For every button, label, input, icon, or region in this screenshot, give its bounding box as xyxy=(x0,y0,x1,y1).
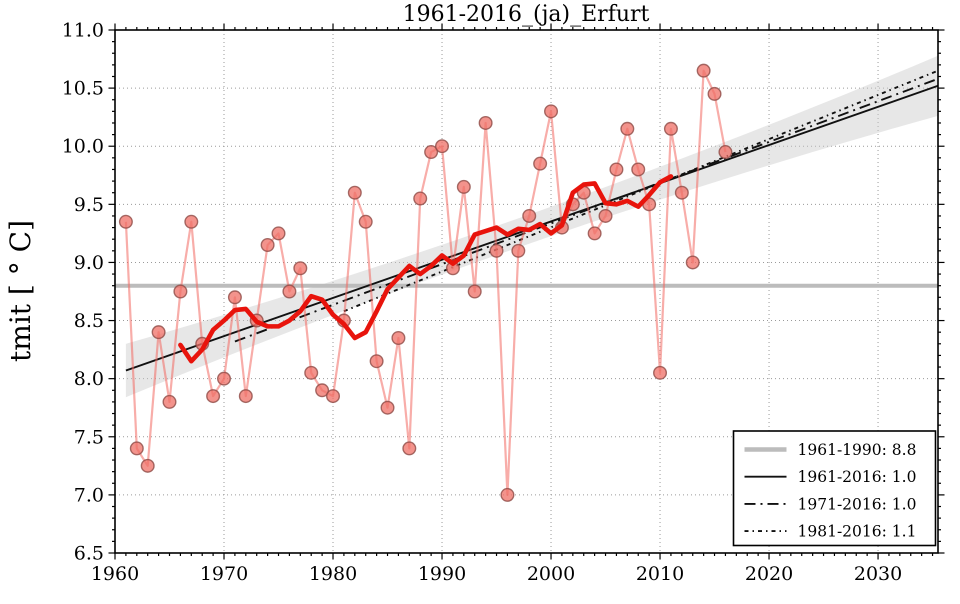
data-point xyxy=(609,162,624,177)
data-point xyxy=(456,179,471,194)
data-point xyxy=(653,365,668,380)
x-tick-label: 1970 xyxy=(200,563,248,585)
data-point xyxy=(707,86,722,101)
data-point xyxy=(315,383,330,398)
data-point xyxy=(358,214,373,229)
legend-label: 1961-1990: 8.8 xyxy=(798,441,917,459)
data-point xyxy=(631,162,646,177)
data-point xyxy=(326,389,341,404)
data-point xyxy=(173,284,188,299)
data-point xyxy=(511,243,526,258)
y-tick-label: 6.5 xyxy=(74,543,104,565)
data-point xyxy=(293,261,308,276)
data-point xyxy=(162,394,177,409)
data-point xyxy=(271,226,286,241)
data-point xyxy=(238,389,253,404)
smoothed-line xyxy=(178,174,674,364)
x-tick-label: 1990 xyxy=(418,563,466,585)
data-point xyxy=(435,139,450,154)
data-point xyxy=(533,156,548,171)
data-point xyxy=(424,145,439,160)
data-point xyxy=(598,208,613,223)
data-point xyxy=(478,115,493,130)
x-tick-label: 2030 xyxy=(854,563,902,585)
data-point xyxy=(674,185,689,200)
data-point xyxy=(282,284,297,299)
y-tick-label: 10.5 xyxy=(62,78,104,100)
data-point xyxy=(522,208,537,223)
data-point xyxy=(206,389,221,404)
y-tick-label: 11.0 xyxy=(62,20,104,42)
plot-area: 1960 1970 1980 1990 2000 2010 2020 2030 6.5 7.0 7.… xyxy=(62,20,945,585)
data-point xyxy=(380,400,395,415)
x-tick-label: 2000 xyxy=(527,563,575,585)
x-tick-label: 2010 xyxy=(636,563,684,585)
y-tick-label: 7.0 xyxy=(74,484,104,506)
data-point xyxy=(304,365,319,380)
data-point xyxy=(217,371,232,386)
data-point xyxy=(587,226,602,241)
data-point xyxy=(129,441,144,456)
data-point xyxy=(685,255,700,270)
y-tick-label: 8.5 xyxy=(74,310,104,332)
y-axis-label: tmit [ ° C] xyxy=(4,220,37,362)
y-tick-label: 9.5 xyxy=(74,194,104,216)
data-point xyxy=(500,487,515,502)
data-point xyxy=(467,284,482,299)
data-point xyxy=(663,121,678,136)
data-point xyxy=(544,104,559,119)
y-tick-label: 9.0 xyxy=(74,252,104,274)
data-point xyxy=(140,458,155,473)
y-tick-label: 10.0 xyxy=(62,136,104,158)
y-tick-label: 7.5 xyxy=(74,426,104,448)
data-point xyxy=(347,185,362,200)
x-tick-label: 2020 xyxy=(745,563,793,585)
data-point xyxy=(227,290,242,305)
trend-line-dashdot-long xyxy=(234,77,939,343)
chart-title: 1961-2016_(ja)_Erfurt xyxy=(403,2,650,27)
legend-label: 1981-2016: 1.1 xyxy=(798,523,917,541)
data-point xyxy=(118,214,133,229)
data-point xyxy=(402,441,417,456)
data-point xyxy=(260,238,275,253)
y-tick-label: 8.0 xyxy=(74,368,104,390)
legend-label: 1971-2016: 1.0 xyxy=(798,495,917,513)
annual-line xyxy=(124,69,727,496)
x-tick-label: 1960 xyxy=(91,563,139,585)
data-point xyxy=(718,145,733,160)
data-point xyxy=(391,330,406,345)
x-tick-label: 1980 xyxy=(309,563,357,585)
axes-frame xyxy=(114,29,939,554)
data-point xyxy=(413,191,428,206)
data-point xyxy=(184,214,199,229)
data-point xyxy=(696,63,711,78)
data-point xyxy=(369,354,384,369)
data-point xyxy=(620,121,635,136)
data-point xyxy=(151,325,166,340)
legend-label: 1961-2016: 1.0 xyxy=(798,468,917,486)
data-point xyxy=(489,243,504,258)
